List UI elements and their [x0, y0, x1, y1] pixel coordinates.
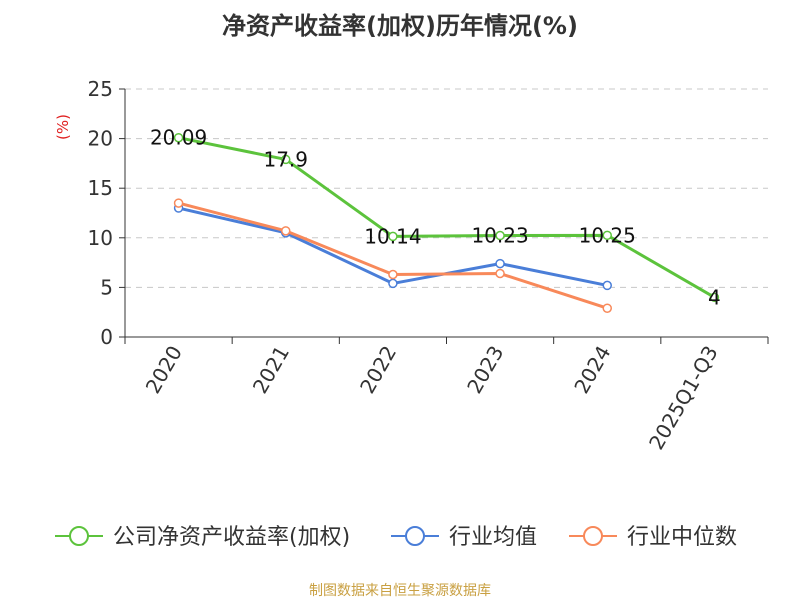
y-tick-label: 10 [88, 226, 113, 250]
data-point [495, 258, 505, 269]
data-point [173, 198, 184, 208]
legend-item-0: 公司净资产收益率(加权) [55, 525, 350, 550]
x-tick-label: 2020 [141, 342, 187, 398]
y-tick-label: 20 [88, 127, 113, 151]
legend-label: 行业中位数 [627, 525, 737, 550]
data-label: 20.09 [150, 126, 207, 150]
data-point [173, 132, 184, 143]
data-point [602, 303, 612, 313]
legend-item-1: 行业均值 [391, 525, 537, 550]
legend-marker [405, 526, 425, 546]
data-label: 17.9 [263, 147, 308, 171]
data-point [388, 269, 398, 280]
y-axis-label: (%) [54, 114, 72, 140]
data-point [602, 280, 612, 291]
data-point [281, 154, 291, 165]
data-point [388, 278, 398, 289]
y-tick-label: 15 [88, 176, 113, 200]
legend-marker [69, 526, 89, 546]
x-tick-label: 2025Q1-Q3 [644, 342, 723, 454]
legend-marker [583, 526, 603, 546]
data-point [495, 230, 505, 241]
legend-label: 公司净资产收益率(加权) [113, 525, 350, 550]
data-label: 10.23 [471, 224, 528, 248]
data-label: 10.14 [364, 224, 421, 248]
y-tick-label: 25 [88, 77, 113, 101]
source-note: 制图数据来自恒生聚源数据库 [309, 583, 491, 599]
x-tick-label: 2023 [462, 342, 508, 398]
y-tick-label: 5 [100, 275, 113, 299]
x-tick-label: 2021 [248, 342, 294, 398]
x-tick-label: 2024 [569, 342, 615, 398]
data-label: 4 [708, 285, 721, 309]
data-point [281, 226, 291, 236]
data-point [602, 230, 612, 241]
series-line-0 [178, 136, 716, 299]
data-label: 10.25 [579, 223, 636, 247]
legend-label: 行业均值 [449, 525, 537, 550]
y-tick-label: 0 [100, 325, 113, 349]
data-point [495, 268, 505, 279]
chart-title: 净资产收益率(加权)历年情况(%) [222, 12, 578, 40]
series-line-2 [178, 201, 608, 310]
data-point [709, 292, 720, 303]
x-tick-label: 2022 [355, 342, 401, 398]
data-point [388, 231, 398, 242]
legend-item-2: 行业中位数 [569, 525, 737, 550]
